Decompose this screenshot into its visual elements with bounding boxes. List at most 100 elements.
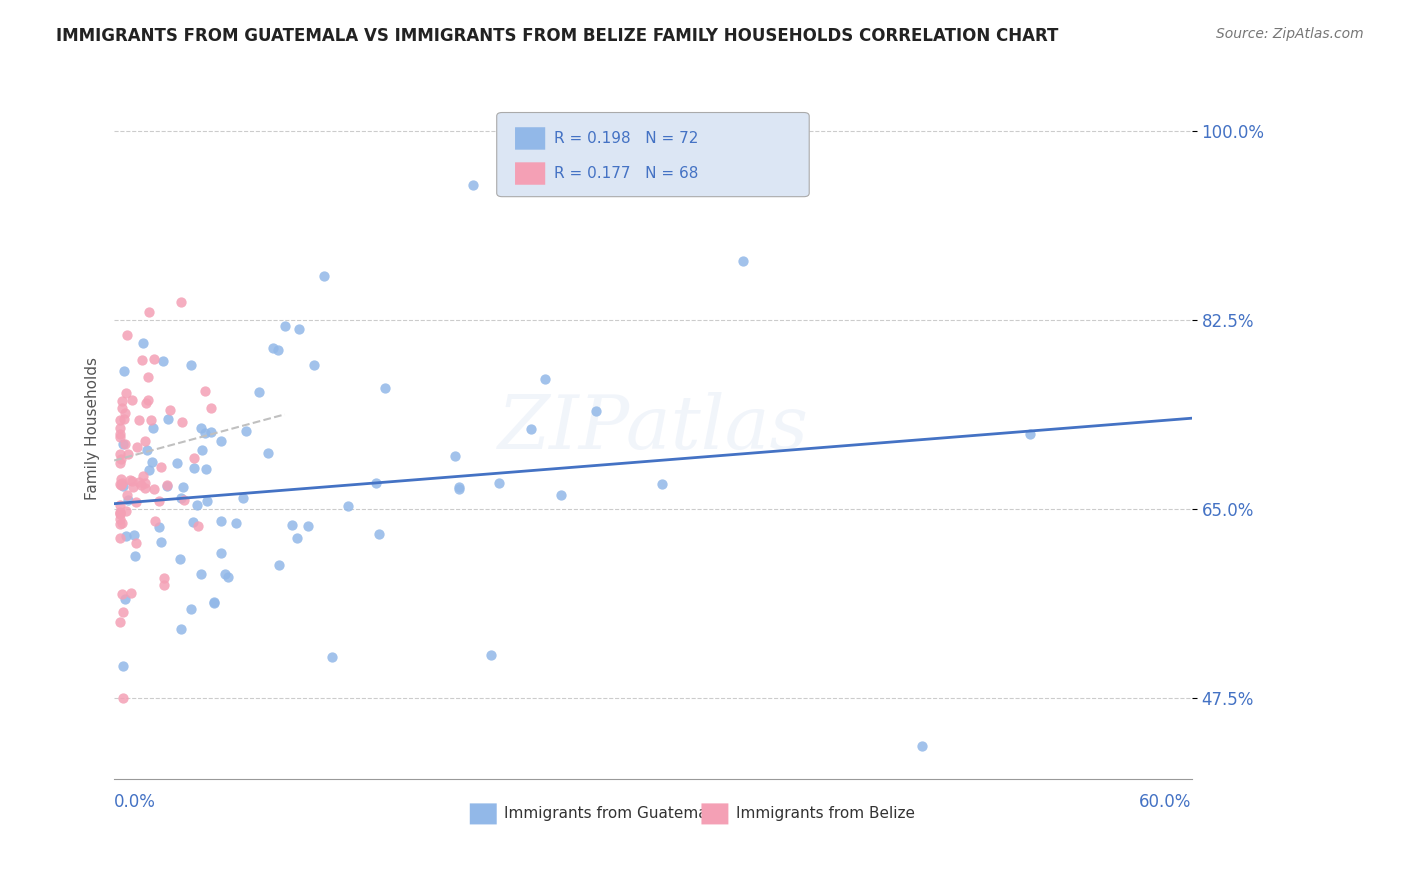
Point <box>651 477 673 491</box>
Text: R = 0.177   N = 68: R = 0.177 N = 68 <box>554 166 699 181</box>
Point <box>152 570 174 584</box>
Point <box>136 370 159 384</box>
Point <box>321 650 343 665</box>
Point <box>136 392 159 407</box>
Point <box>114 591 136 606</box>
Point <box>170 295 193 310</box>
Point <box>170 491 193 505</box>
Point <box>114 406 136 420</box>
Point <box>285 531 308 545</box>
Point <box>141 413 163 427</box>
Point <box>132 336 155 351</box>
Point <box>143 514 166 528</box>
Point <box>108 506 131 520</box>
Point <box>262 341 284 355</box>
Point <box>200 425 222 439</box>
Point <box>138 305 160 319</box>
Point <box>111 516 134 530</box>
Point <box>202 596 225 610</box>
Point <box>302 358 325 372</box>
Point <box>114 436 136 450</box>
Point <box>257 445 280 459</box>
Point <box>134 434 156 448</box>
Point <box>232 491 254 505</box>
Point <box>112 658 135 673</box>
Point <box>121 474 143 488</box>
Point <box>111 587 134 601</box>
Point <box>200 401 222 416</box>
Point <box>183 450 205 465</box>
Point <box>170 415 193 429</box>
Point <box>911 739 934 754</box>
Point <box>374 381 396 395</box>
Point <box>110 452 132 467</box>
Point <box>209 545 232 559</box>
Point <box>1019 426 1042 441</box>
Point <box>135 396 157 410</box>
FancyBboxPatch shape <box>470 804 496 824</box>
Point <box>269 558 291 572</box>
Point <box>214 567 236 582</box>
Point <box>152 354 174 368</box>
Point <box>364 475 387 490</box>
Point <box>114 529 136 543</box>
Point <box>183 461 205 475</box>
Point <box>479 648 502 662</box>
Point <box>108 517 131 532</box>
Point <box>449 482 471 496</box>
Point <box>128 475 150 489</box>
Point <box>550 488 572 502</box>
Point <box>235 424 257 438</box>
Point <box>111 393 134 408</box>
Text: R = 0.198   N = 72: R = 0.198 N = 72 <box>554 131 699 146</box>
Point <box>112 690 135 705</box>
Point <box>120 586 142 600</box>
Point <box>108 615 131 629</box>
Point <box>108 512 131 526</box>
Point <box>443 449 465 463</box>
Point <box>108 499 131 513</box>
Point <box>209 434 232 449</box>
Point <box>108 507 131 521</box>
Point <box>124 494 146 508</box>
Point <box>367 527 389 541</box>
Text: Immigrants from Guatemala: Immigrants from Guatemala <box>505 806 721 822</box>
Point <box>153 577 176 591</box>
Point <box>111 401 134 415</box>
Point <box>136 443 159 458</box>
Point <box>124 549 146 563</box>
Point <box>159 403 181 417</box>
Text: IMMIGRANTS FROM GUATEMALA VS IMMIGRANTS FROM BELIZE FAMILY HOUSEHOLDS CORRELATIO: IMMIGRANTS FROM GUATEMALA VS IMMIGRANTS … <box>56 27 1059 45</box>
Point <box>125 440 148 454</box>
Point <box>190 567 212 582</box>
Point <box>534 372 557 386</box>
Point <box>166 456 188 470</box>
Point <box>108 476 131 491</box>
Point <box>194 384 217 399</box>
FancyBboxPatch shape <box>702 804 728 824</box>
Point <box>108 430 131 444</box>
Point <box>274 319 297 334</box>
FancyBboxPatch shape <box>496 112 810 196</box>
Point <box>131 352 153 367</box>
Point <box>132 469 155 483</box>
Point <box>217 570 239 584</box>
Point <box>120 474 142 488</box>
Point <box>138 463 160 477</box>
Point <box>110 472 132 486</box>
Point <box>149 535 172 549</box>
Point <box>447 481 470 495</box>
Point <box>108 420 131 434</box>
Y-axis label: Family Households: Family Households <box>86 357 100 500</box>
Point <box>280 518 302 533</box>
Text: ZIPatlas: ZIPatlas <box>498 392 808 465</box>
Point <box>195 461 218 475</box>
Point <box>186 498 208 512</box>
Point <box>108 531 131 545</box>
Point <box>247 385 270 400</box>
Point <box>148 494 170 508</box>
Point <box>731 253 754 268</box>
Point <box>143 482 166 496</box>
Point <box>266 343 288 358</box>
Point <box>125 536 148 550</box>
